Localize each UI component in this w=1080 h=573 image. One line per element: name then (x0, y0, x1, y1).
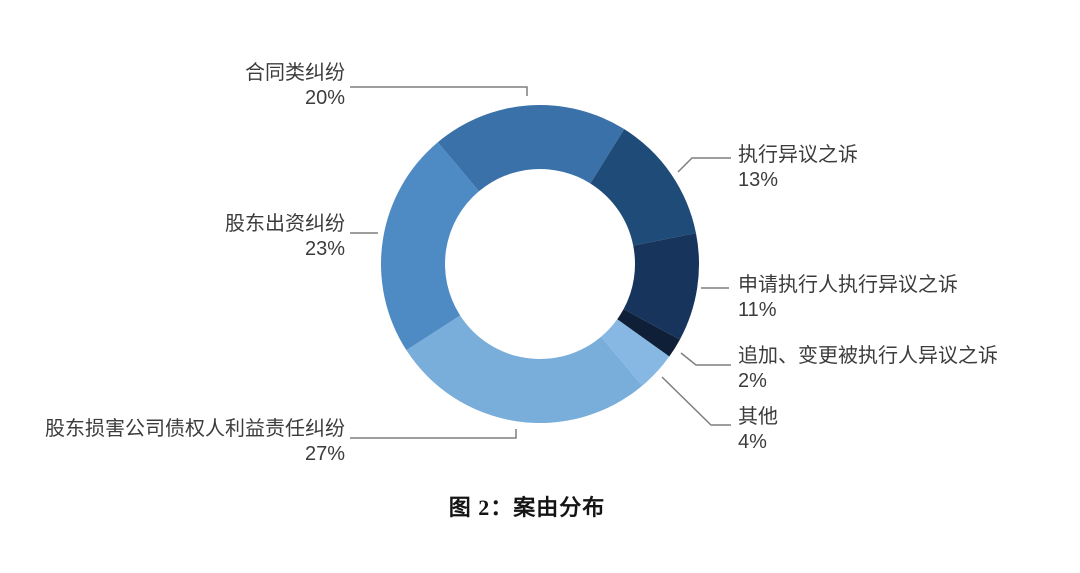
donut-slice-enforcement-objection-suit (590, 129, 696, 246)
callout-applicant-enforcement-objection-suit: 申请执行人执行异议之诉 11% (738, 273, 958, 323)
slice-percent: 20% (304, 87, 345, 109)
slice-percent: 13% (738, 169, 779, 191)
slice-label: 合同类纠纷 (245, 62, 345, 84)
leader-line-enforcement-objection-suit (677, 157, 731, 173)
leader-lines (350, 86, 731, 439)
donut-slice-applicant-enforcement-objection-suit (623, 233, 699, 340)
slice-percent: 23% (304, 238, 345, 260)
figure-caption: 图 2：案由分布 (448, 495, 606, 520)
slice-percent: 11% (738, 299, 777, 321)
leader-line-others (661, 376, 731, 426)
leader-line-add-change-judgment-debtor-objection-suit (680, 352, 731, 366)
slice-percent: 4% (738, 431, 767, 453)
callout-shareholder-capital-contribution: 股东出资纠纷 23% (225, 212, 345, 262)
slice-percent: 2% (738, 370, 767, 392)
slice-percent: 27% (304, 443, 345, 465)
donut-slice-shareholder-harming-creditor-interests (406, 315, 643, 423)
leader-line-contract-disputes (350, 86, 528, 96)
callout-contract-disputes: 合同类纠纷 20% (245, 61, 345, 111)
leader-line-shareholder-harming-creditor-interests (350, 429, 517, 439)
slice-label: 追加、变更被执行人异议之诉 (738, 345, 998, 367)
donut-slice-shareholder-capital-contribution-dispute (381, 142, 479, 351)
slice-label: 申请执行人执行异议之诉 (738, 274, 958, 296)
slice-label: 其他 (738, 406, 778, 428)
donut-slices (381, 105, 699, 423)
donut-slice-add-change-judgment-debtor-objection-suit (617, 309, 680, 357)
slice-label: 股东出资纠纷 (225, 213, 345, 235)
callout-add-change-judgment-debtor-objection-suit: 追加、变更被执行人异议之诉 2% (738, 344, 998, 394)
callout-enforcement-objection-suit: 执行异议之诉 13% (738, 143, 858, 193)
callout-shareholder-harming-creditor-interests: 股东损害公司债权人利益责任纠纷 27% (45, 417, 345, 467)
slice-label: 股东损害公司债权人利益责任纠纷 (45, 418, 345, 440)
donut-slice-contract-disputes (437, 105, 625, 192)
donut-slice-others (601, 319, 670, 386)
callout-others: 其他 4% (738, 405, 778, 455)
slice-label: 执行异议之诉 (738, 144, 858, 166)
